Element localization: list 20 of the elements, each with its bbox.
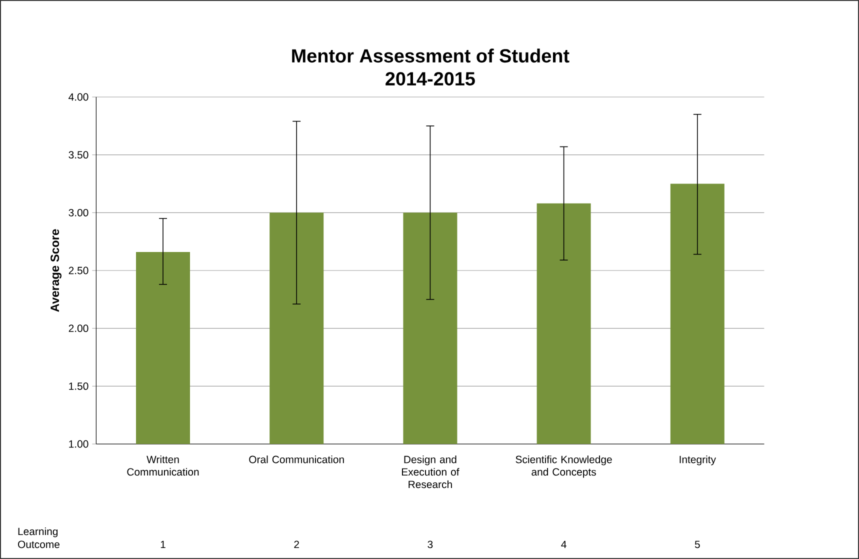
x-tick-label: Integrity [680,456,716,466]
y-tick-label: 3.00 [68,208,88,216]
text: 5 [694,540,700,548]
y-axis-title: Average Score [50,229,62,312]
x-tick-label: Scientific Knowledge and Concepts [516,456,612,478]
text: 2 [294,540,299,548]
x-tick-label: Written Communication [127,456,199,476]
y-tick-label: 4.00 [68,93,88,101]
y-tick-label: 2.00 [68,324,88,332]
chart-title: Mentor Assessment of Student 2014-2015 [292,48,570,86]
text: 4 [561,540,566,548]
y-tick-label: 1.50 [69,382,88,390]
x-tick-label: Design and Execution of Research [402,456,460,488]
text: 3 [428,540,433,548]
y-tick-label: 1.00 [69,440,88,448]
x-axis-title: Learning Outcome [18,527,60,548]
x-tick-label: Oral Communication [249,456,344,464]
y-tick-label: 2.50 [68,266,88,274]
text: 1 [160,540,166,548]
y-tick-label: 3.50 [68,151,88,159]
